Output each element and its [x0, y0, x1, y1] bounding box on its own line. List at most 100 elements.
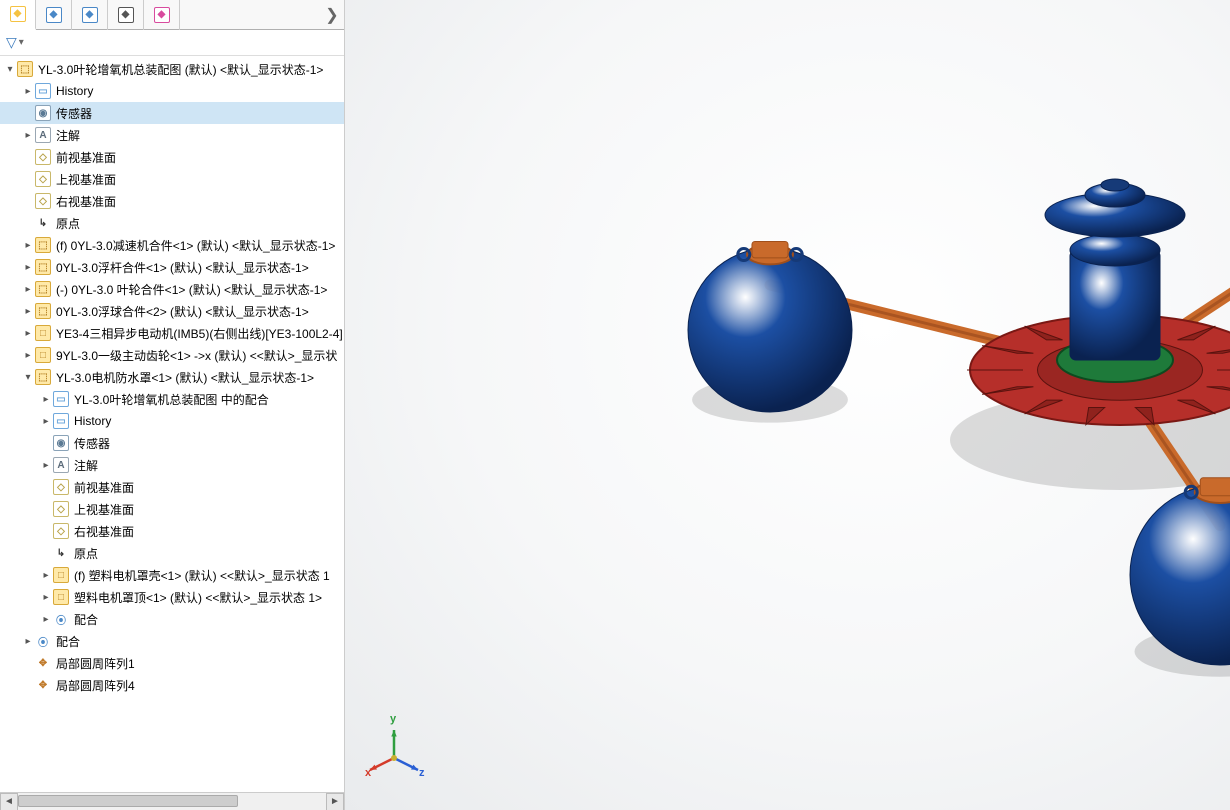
part-icon: □	[34, 346, 52, 364]
tree-item[interactable]: ▸A注解	[0, 124, 344, 146]
panel-tab-4[interactable]: ◆	[144, 0, 180, 30]
expander-icon[interactable]: ▸	[22, 86, 34, 97]
expander-icon[interactable]: ▸	[22, 306, 34, 317]
expander-icon[interactable]: ▸	[40, 614, 52, 625]
tree-item[interactable]: ◇前视基准面	[0, 476, 344, 498]
tree-item[interactable]: ▸▭History	[0, 80, 344, 102]
tree-item[interactable]: ▸⦿配合	[0, 630, 344, 652]
expander-icon[interactable]: ▸	[22, 262, 34, 273]
expander-icon[interactable]: ▸	[22, 350, 34, 361]
tree-item[interactable]: ▸⬚(f) 0YL-3.0减速机合件<1> (默认) <默认_显示状态-1>	[0, 234, 344, 256]
pattern-icon: ✥	[34, 654, 52, 672]
part-icon: □	[34, 324, 52, 342]
tree-item[interactable]: ▸□YE3-4三相异步电动机(IMB5)(右侧出线)[YE3-100L2-4]	[0, 322, 344, 344]
tree-item[interactable]: ▸□(f) 塑料电机罩壳<1> (默认) <<默认>_显示状态 1	[0, 564, 344, 586]
scroll-thumb[interactable]	[18, 795, 238, 807]
panel-tab-0[interactable]: ◆	[0, 0, 36, 30]
tree-item[interactable]: ◇前视基准面	[0, 146, 344, 168]
expander-icon[interactable]: ▾	[4, 64, 16, 75]
asm-icon: ⬚	[34, 302, 52, 320]
tree-item[interactable]: ◉传感器	[0, 432, 344, 454]
tree-item-label: 右视基准面	[56, 193, 116, 210]
tree-item[interactable]: ▸⦿配合	[0, 608, 344, 630]
expander-icon[interactable]: ▸	[22, 130, 34, 141]
tree-item[interactable]: ▸⬚(-) 0YL-3.0 叶轮合件<1> (默认) <默认_显示状态-1>	[0, 278, 344, 300]
horizontal-scrollbar[interactable]: ◄ ►	[0, 792, 344, 810]
origin-icon: ↳	[34, 214, 52, 232]
tree-item-label: 上视基准面	[56, 171, 116, 188]
tree-item-label: (f) 塑料电机罩壳<1> (默认) <<默认>_显示状态 1	[74, 567, 330, 584]
assembly-icon: ⬚	[16, 60, 34, 78]
folder-blue-icon: ▭	[34, 82, 52, 100]
tree-item[interactable]: ▸□塑料电机罩顶<1> (默认) <<默认>_显示状态 1>	[0, 586, 344, 608]
tree-item-label: (-) 0YL-3.0 叶轮合件<1> (默认) <默认_显示状态-1>	[56, 281, 327, 298]
tree-item-label: YL-3.0电机防水罩<1> (默认) <默认_显示状态-1>	[56, 369, 314, 386]
tree-item[interactable]: ↳原点	[0, 542, 344, 564]
plane-icon: ◇	[52, 522, 70, 540]
expander-icon[interactable]: ▸	[40, 394, 52, 405]
panel-tab-bar: ◆◆◆◆◆ ❯	[0, 0, 344, 30]
tree-item[interactable]: ▸⬚0YL-3.0浮杆合件<1> (默认) <默认_显示状态-1>	[0, 256, 344, 278]
scroll-right-button[interactable]: ►	[326, 793, 344, 810]
annot-icon: A	[52, 456, 70, 474]
tree-item-label: 配合	[56, 633, 80, 650]
tree-item[interactable]: ▸□9YL-3.0一级主动齿轮<1> ->x (默认) <<默认>_显示状	[0, 344, 344, 366]
folder-blue-icon: ▭	[52, 390, 70, 408]
tree-item-label: (f) 0YL-3.0减速机合件<1> (默认) <默认_显示状态-1>	[56, 237, 335, 254]
tree-item-label: YL-3.0叶轮增氧机总装配图 中的配合	[74, 391, 269, 408]
expander-icon[interactable]: ▸	[40, 570, 52, 581]
tree-item-label: 上视基准面	[74, 501, 134, 518]
svg-text:y: y	[390, 713, 397, 725]
expander-icon[interactable]: ▸	[22, 284, 34, 295]
tree-item[interactable]: ▸▭History	[0, 410, 344, 432]
tree-item[interactable]: ◇上视基准面	[0, 498, 344, 520]
expander-icon[interactable]: ▸	[40, 592, 52, 603]
tree-item[interactable]: ↳原点	[0, 212, 344, 234]
tree-item[interactable]: ✥局部圆周阵列4	[0, 674, 344, 696]
pattern-icon: ✥	[34, 676, 52, 694]
panel-tab-2[interactable]: ◆	[72, 0, 108, 30]
expander-icon[interactable]: ▸	[22, 328, 34, 339]
part-icon: □	[52, 566, 70, 584]
panel-tab-1[interactable]: ◆	[36, 0, 72, 30]
expander-icon[interactable]: ▸	[22, 636, 34, 647]
tree-item[interactable]: ◉传感器	[0, 102, 344, 124]
tree-root[interactable]: ▾ ⬚ YL-3.0叶轮增氧机总装配图 (默认) <默认_显示状态-1>	[0, 58, 344, 80]
part-icon: □	[52, 588, 70, 606]
tree-item-label: History	[74, 414, 111, 428]
tree-item-label: 前视基准面	[74, 479, 134, 496]
expander-icon[interactable]: ▸	[40, 416, 52, 427]
plane-icon: ◇	[34, 192, 52, 210]
tree-item[interactable]: ▾⬚YL-3.0电机防水罩<1> (默认) <默认_显示状态-1>	[0, 366, 344, 388]
tree-item-label: 注解	[56, 127, 80, 144]
tree-item-label: 注解	[74, 457, 98, 474]
panel-tab-3[interactable]: ◆	[108, 0, 144, 30]
tree-item[interactable]: ✥局部圆周阵列1	[0, 652, 344, 674]
tree-item[interactable]: ◇右视基准面	[0, 190, 344, 212]
tree-item[interactable]: ▸⬚0YL-3.0浮球合件<2> (默认) <默认_显示状态-1>	[0, 300, 344, 322]
svg-text:x: x	[365, 767, 372, 779]
asm-icon: ⬚	[34, 368, 52, 386]
tree-item[interactable]: ◇上视基准面	[0, 168, 344, 190]
scroll-track[interactable]	[18, 793, 326, 810]
model-rendering	[345, 0, 1230, 810]
tree-item[interactable]: ▸▭YL-3.0叶轮增氧机总装配图 中的配合	[0, 388, 344, 410]
feature-tree[interactable]: ▾ ⬚ YL-3.0叶轮增氧机总装配图 (默认) <默认_显示状态-1> ▸▭H…	[0, 56, 344, 792]
tree-item-label: 局部圆周阵列4	[56, 677, 135, 694]
sensor-icon: ◉	[34, 104, 52, 122]
scroll-left-button[interactable]: ◄	[0, 793, 18, 810]
panel-tab-overflow[interactable]: ❯	[320, 5, 344, 25]
tree-item-label: 原点	[56, 215, 80, 232]
tree-item[interactable]: ▸A注解	[0, 454, 344, 476]
tree-item-label: 传感器	[56, 105, 92, 122]
expander-icon[interactable]: ▾	[22, 372, 34, 383]
tree-filter-bar[interactable]: ▽ ▾	[0, 30, 344, 56]
tree-item[interactable]: ◇右视基准面	[0, 520, 344, 542]
orientation-triad[interactable]: xyz	[359, 710, 429, 780]
graphics-viewport[interactable]: xyz	[345, 0, 1230, 810]
tree-item-label: 右视基准面	[74, 523, 134, 540]
tree-item-label: YE3-4三相异步电动机(IMB5)(右侧出线)[YE3-100L2-4]	[56, 325, 343, 342]
expander-icon[interactable]: ▸	[22, 240, 34, 251]
expander-icon[interactable]: ▸	[40, 460, 52, 471]
asm-icon: ⬚	[34, 258, 52, 276]
